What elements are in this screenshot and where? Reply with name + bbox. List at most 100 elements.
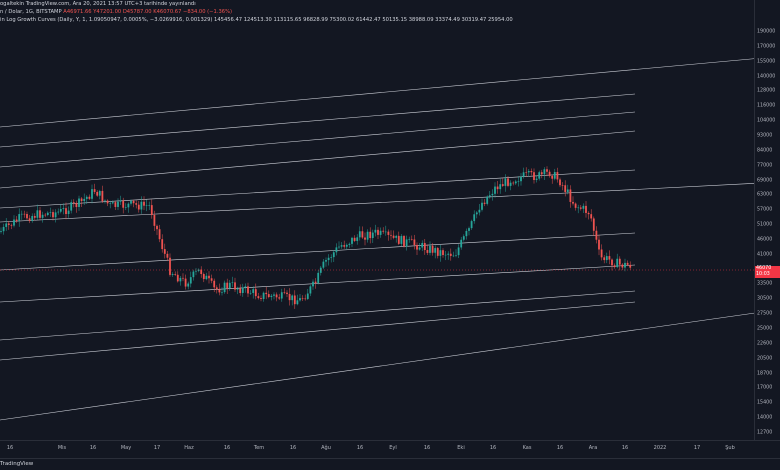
candle-body [603,257,606,261]
candle-body [145,205,148,207]
candle-body [371,232,374,239]
candle-body [494,186,496,194]
price-label-time: 10:03 [756,272,770,277]
candle-body [501,184,504,186]
growth-curve-line [0,312,755,421]
candle-body [153,214,156,226]
publisher-line: ogaltekin TradingView.com, Ara 20, 2021 … [0,1,196,8]
candle-body [169,257,171,275]
candle-body [70,202,73,211]
price-tick-label: 77000 [757,163,773,169]
candle-body [244,286,247,288]
candle-body [590,214,593,219]
candle-body [78,198,80,207]
candle-body [345,244,348,247]
candle-body [130,200,132,204]
candle-body [182,277,184,279]
candle-body [629,264,632,268]
price-tick-label: 17000 [757,385,773,391]
candle-body [33,216,36,218]
time-tick-label: Ağu [321,445,331,451]
candle-body [348,243,351,245]
candle-body [223,282,226,293]
candle-body [314,281,317,284]
candle-body [226,282,229,289]
candle-body [439,250,442,256]
indicator-legend[interactable]: in Log Growth Curves (Daily, Y, 1, 1.090… [0,17,513,24]
candle-body [101,190,104,202]
candle-body [15,219,18,221]
candle-body [96,191,99,196]
time-tick-label: 16 [489,445,497,451]
candle-body [192,271,195,278]
candle-body [395,235,398,238]
candle-body [579,207,582,209]
candle-body [67,210,70,214]
time-tick-label: Mis [57,445,67,451]
candle-body [31,216,34,221]
candle-body [517,181,520,182]
candle-body [150,205,153,215]
candle-body [124,207,127,208]
tradingview-brand: TradingView [0,461,34,467]
candle-body [566,189,569,192]
candle-body [119,200,122,202]
candle-body [179,277,182,282]
price-axis[interactable]: 12700 14000 15400 17000 18700 20500 22600 25000… [754,0,780,440]
candle-body [205,275,208,280]
candle-body [574,203,577,208]
time-tick-label: 16 [356,445,364,451]
candle-body [400,236,403,244]
candle-body [569,189,572,202]
candle-body [309,286,312,294]
price-tick-label: 18700 [757,371,773,377]
candle-body [80,198,83,202]
candle-body [23,213,26,215]
candle-body [382,230,385,232]
time-tick-label: Eyl [389,445,397,451]
chart-plot-area[interactable] [0,0,755,440]
growth-curve-line [0,232,636,271]
candle-body [585,205,587,213]
time-tick-label: 17 [153,445,161,451]
price-tick-label: 33500 [757,281,773,287]
growth-curve-line [0,93,636,148]
candle-body [20,213,23,215]
candle-body [252,289,255,293]
growth-curve-line [0,290,636,341]
candle-body [187,283,190,287]
candle-body [46,212,49,216]
price-tick-label: 69000 [757,178,773,183]
time-axis[interactable]: 16 Mis 16 May 17 Haz 16 Tem 16 Ağu 16 Eyl 16 Eki 16 Kas… [0,440,780,459]
candle-body [137,204,140,210]
candle-body [234,282,236,290]
growth-curve-line [0,169,636,209]
candle-body [306,293,309,299]
price-tick-label: 46000 [757,237,773,243]
candle-body [460,239,463,248]
candle-body [91,189,93,199]
symbol-title[interactable]: n / Dolar, 1G, BITSTAMP [0,9,62,15]
candle-body [499,184,502,190]
current-price-label: 46070 10:03 [755,266,780,278]
candle-body [364,237,366,240]
candle-body [327,257,330,261]
candle-body [559,179,561,186]
candle-body [403,236,405,247]
candle-body [270,295,273,298]
candle-body [127,203,130,208]
candle-body [410,238,413,240]
price-tick-label: 22600 [757,341,773,347]
price-tick-label: 170000 [757,44,776,50]
candle-body [621,264,624,268]
symbol-legend[interactable]: n / Dolar, 1G, BITSTAMP A46971.66 Y47201… [0,9,232,16]
price-tick-label: 104000 [757,118,776,124]
candle-body [387,231,390,235]
candle-body [202,274,205,280]
candle-body [473,214,476,222]
candle-body [455,255,457,256]
footer-bar: TradingView [0,458,780,470]
indicator-title[interactable]: in Log Growth Curves (Daily, Y, 1, 1.090… [0,17,213,23]
growth-curve-line [0,264,636,303]
